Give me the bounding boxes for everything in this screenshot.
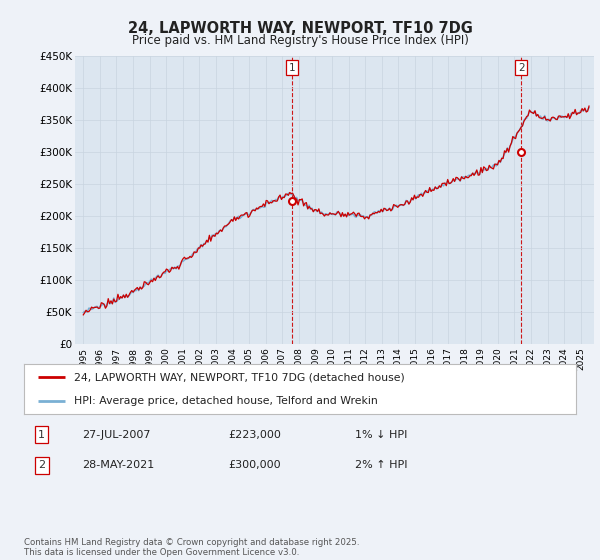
Text: Price paid vs. HM Land Registry's House Price Index (HPI): Price paid vs. HM Land Registry's House … xyxy=(131,34,469,46)
Text: HPI: Average price, detached house, Telford and Wrekin: HPI: Average price, detached house, Telf… xyxy=(74,396,377,407)
Text: 2% ↑ HPI: 2% ↑ HPI xyxy=(355,460,408,470)
Text: 1: 1 xyxy=(38,430,45,440)
Text: 24, LAPWORTH WAY, NEWPORT, TF10 7DG (detached house): 24, LAPWORTH WAY, NEWPORT, TF10 7DG (det… xyxy=(74,372,404,382)
Text: 28-MAY-2021: 28-MAY-2021 xyxy=(82,460,154,470)
Text: 2: 2 xyxy=(38,460,45,470)
Text: 2: 2 xyxy=(518,63,524,73)
Text: £300,000: £300,000 xyxy=(228,460,281,470)
Text: 27-JUL-2007: 27-JUL-2007 xyxy=(82,430,151,440)
Text: £223,000: £223,000 xyxy=(228,430,281,440)
Text: Contains HM Land Registry data © Crown copyright and database right 2025.
This d: Contains HM Land Registry data © Crown c… xyxy=(24,538,359,557)
Text: 1% ↓ HPI: 1% ↓ HPI xyxy=(355,430,407,440)
Text: 1: 1 xyxy=(289,63,295,73)
Text: 24, LAPWORTH WAY, NEWPORT, TF10 7DG: 24, LAPWORTH WAY, NEWPORT, TF10 7DG xyxy=(128,21,472,36)
